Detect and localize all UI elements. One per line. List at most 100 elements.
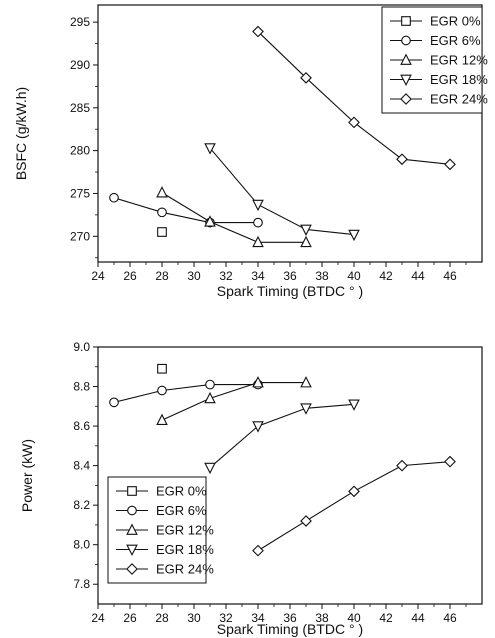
series-line	[161, 382, 306, 421]
data-point-circle	[253, 217, 263, 228]
x-tick-label: 42	[379, 611, 393, 625]
data-point-circle	[157, 385, 167, 396]
series-line	[113, 197, 258, 224]
series-square	[157, 227, 167, 237]
y-axis-title: BSFC (g/kW.h)	[13, 87, 29, 180]
legend-label: EGR 0%	[430, 14, 481, 29]
legend-label: EGR 18%	[156, 542, 214, 557]
data-point-circle	[109, 192, 119, 203]
series-circle	[109, 379, 263, 408]
y-tick-label: 8.8	[73, 380, 90, 394]
data-point-triangle-down	[300, 224, 312, 236]
x-tick-label: 24	[91, 269, 105, 283]
legend-marker-diamond	[400, 93, 412, 105]
legend-marker-diamond	[126, 563, 138, 575]
data-point-circle	[157, 207, 167, 218]
legend-label: EGR 12%	[156, 523, 214, 538]
data-point-diamond	[300, 515, 312, 527]
data-point-triangle-up	[204, 391, 216, 404]
chart-panel-2: 24 26 28 30 32 34 36 38 40 42 44 46 7.8 8.0 8.2 8.4 8.6 8…	[19, 340, 483, 637]
data-point-triangle-down	[348, 229, 360, 242]
x-tick-label: 46	[443, 611, 457, 625]
x-tick-label: 42	[379, 269, 393, 283]
y-tick-label: 7.8	[73, 577, 90, 591]
x-tick-label: 32	[219, 611, 233, 625]
y-tick-label: 9.0	[73, 340, 90, 354]
x-tick-label: 34	[251, 269, 265, 283]
series-diamond	[252, 455, 456, 557]
legend: EGR 0% EGR 6% EGR 12% EGR 18% EGR 24%	[107, 476, 214, 584]
legend-marker-triangle-up	[400, 53, 412, 65]
y-axis-title: Power (kW)	[19, 439, 35, 512]
x-tick-label: 46	[443, 269, 457, 283]
x-tick-label: 40	[347, 611, 361, 625]
x-tick-label: 36	[283, 269, 297, 283]
data-point-diamond	[348, 116, 360, 129]
data-point-square	[157, 363, 167, 374]
data-point-triangle-down	[300, 403, 312, 415]
series-line	[209, 403, 355, 469]
x-tick-label: 44	[411, 611, 425, 625]
legend-marker-square	[401, 16, 411, 26]
x-tick-label: 30	[187, 611, 201, 625]
legend-label: EGR 18%	[430, 72, 488, 87]
legend-marker-circle	[127, 505, 137, 516]
y-tick-label: 8.0	[73, 538, 90, 552]
y-tick-label: 295	[70, 15, 90, 29]
data-point-diamond	[252, 544, 264, 557]
y-tick-label: 8.6	[73, 419, 90, 433]
data-point-circle	[205, 379, 215, 390]
x-tick-label: 28	[155, 611, 169, 625]
series-line	[209, 147, 355, 236]
legend-label: EGR 24%	[156, 562, 214, 577]
x-tick-label: 36	[283, 611, 297, 625]
series-triangle-up	[156, 376, 312, 425]
data-point-triangle-down	[348, 399, 360, 411]
legend: EGR 0% EGR 6% EGR 12% EGR 18% EGR 24%	[381, 6, 488, 114]
x-tick-label: 38	[315, 611, 329, 625]
legend-marker-triangle-down	[400, 74, 412, 87]
x-tick-label: 26	[123, 611, 137, 625]
series-triangle-up	[156, 186, 312, 248]
x-tick-label: 38	[315, 269, 329, 283]
series-triangle-down	[204, 399, 360, 475]
series-line	[161, 192, 306, 243]
x-axis-title: Spark Timing (BTDC ° )	[217, 283, 363, 299]
series-triangle-down	[204, 143, 360, 242]
series-line	[113, 384, 258, 403]
x-tick-label: 32	[219, 269, 233, 283]
data-point-triangle-up	[156, 186, 168, 198]
data-point-diamond	[348, 485, 360, 498]
data-point-triangle-up	[156, 413, 168, 425]
legend-label: EGR 24%	[430, 92, 488, 107]
legend-marker-triangle-up	[126, 523, 138, 535]
data-point-diamond	[444, 455, 456, 468]
chart-panel-1: 24 26 28 30 32 34 36 38 40 42 44 46 270 275 280 285 290 2…	[13, 4, 488, 299]
data-point-diamond	[396, 459, 408, 472]
data-point-diamond	[444, 158, 456, 171]
x-tick-label: 44	[411, 269, 425, 283]
x-tick-label: 26	[123, 269, 137, 283]
data-point-circle	[109, 397, 119, 408]
data-point-triangle-down	[204, 143, 216, 155]
data-point-square	[157, 227, 167, 237]
y-tick-label: 280	[70, 144, 90, 158]
legend-label: EGR 6%	[430, 33, 481, 48]
data-point-diamond	[396, 153, 408, 166]
data-point-triangle-down	[204, 462, 216, 475]
data-point-triangle-down	[252, 421, 264, 433]
y-tick-label: 8.4	[73, 459, 90, 473]
y-tick-label: 8.2	[73, 498, 90, 512]
y-tick-label: 275	[70, 186, 90, 200]
legend-marker-triangle-down	[126, 544, 138, 557]
x-tick-label: 34	[251, 611, 265, 625]
data-point-triangle-up	[300, 376, 312, 388]
series-circle	[109, 192, 263, 228]
series-square	[157, 363, 167, 374]
x-axis-title: Spark Timing (BTDC ° )	[217, 621, 363, 637]
legend-marker-square	[127, 486, 137, 496]
data-point-triangle-up	[204, 215, 216, 227]
data-point-triangle-up	[252, 235, 264, 248]
legend-label: EGR 12%	[430, 53, 488, 68]
